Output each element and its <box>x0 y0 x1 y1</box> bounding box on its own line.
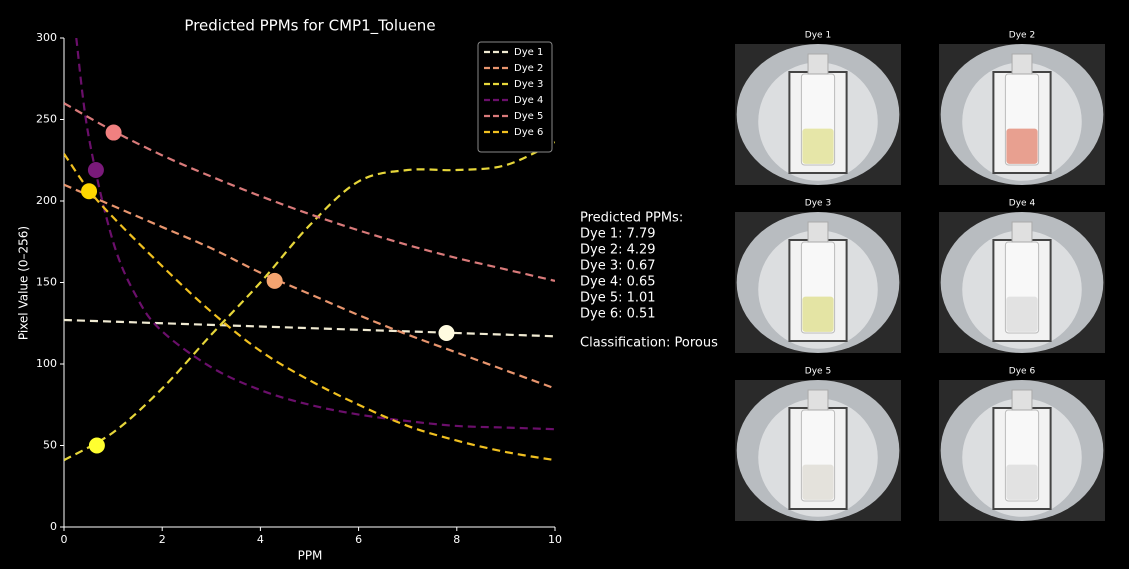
y-tick-label: 0 <box>50 520 57 533</box>
dye-curve <box>64 154 555 460</box>
panel-line: Dye 5: 1.01 <box>580 291 656 306</box>
image-title: Dye 5 <box>805 367 831 377</box>
image-title: Dye 4 <box>1009 199 1036 209</box>
cap <box>1012 54 1032 74</box>
vial-photo <box>939 212 1105 353</box>
panel-line: Dye 6: 0.51 <box>580 307 656 322</box>
image-title: Dye 6 <box>1009 367 1036 377</box>
panel-heading: Predicted PPMs: <box>580 211 683 226</box>
liquid <box>802 297 833 332</box>
chart-title: Predicted PPMs for CMP1_Toluene <box>184 17 435 36</box>
legend-label: Dye 3 <box>514 79 543 90</box>
legend-label: Dye 2 <box>514 63 543 74</box>
cap <box>808 222 828 242</box>
x-tick-label: 0 <box>61 533 68 546</box>
panel-line: Dye 2: 4.29 <box>580 243 656 258</box>
liquid <box>802 129 833 164</box>
y-tick-label: 250 <box>36 113 57 126</box>
image-title: Dye 2 <box>1009 31 1035 41</box>
predicted-marker <box>88 162 104 178</box>
image-title: Dye 3 <box>805 199 831 209</box>
legend-label: Dye 5 <box>514 111 543 122</box>
predicted-marker <box>89 438 105 454</box>
dye-curve <box>64 185 555 389</box>
dye-curve <box>64 142 555 460</box>
y-tick-label: 50 <box>43 439 57 452</box>
vial-photo <box>735 380 901 521</box>
cap <box>808 54 828 74</box>
x-tick-label: 10 <box>548 533 562 546</box>
page: Predicted PPMs for CMP1_Toluene PPM Pixe… <box>0 0 1129 569</box>
x-tick-label: 6 <box>355 533 362 546</box>
liquid <box>1006 297 1037 332</box>
predicted-marker <box>267 273 283 289</box>
vial-photo <box>735 212 901 353</box>
classification: Classification: Porous <box>580 336 718 351</box>
predicted-marker <box>438 325 454 341</box>
cap <box>1012 390 1032 410</box>
predicted-marker <box>106 125 122 141</box>
cap <box>1012 222 1032 242</box>
y-tick-label: 100 <box>36 357 57 370</box>
dye-curve <box>64 320 555 336</box>
x-tick-label: 2 <box>159 533 166 546</box>
legend-label: Dye 1 <box>514 47 543 58</box>
liquid <box>1006 129 1037 164</box>
y-tick-label: 200 <box>36 194 57 207</box>
vial-photo <box>939 380 1105 521</box>
screen: Predicted PPMs for CMP1_Toluene PPM Pixe… <box>0 0 1129 569</box>
x-axis-label: PPM <box>298 549 323 563</box>
liquid <box>1006 465 1037 500</box>
y-axis-label: Pixel Value (0–256) <box>17 226 31 340</box>
liquid <box>802 465 833 500</box>
cap <box>808 390 828 410</box>
panel-line: Dye 4: 0.65 <box>580 275 656 290</box>
legend-label: Dye 6 <box>514 127 543 138</box>
y-tick-label: 300 <box>36 31 57 44</box>
predicted-marker <box>81 183 97 199</box>
x-tick-label: 8 <box>453 533 460 546</box>
image-title: Dye 1 <box>805 31 831 41</box>
vial-photo <box>735 44 901 185</box>
panel-line: Dye 1: 7.79 <box>580 227 656 242</box>
y-tick-label: 150 <box>36 276 57 289</box>
panel-line: Dye 3: 0.67 <box>580 259 656 274</box>
legend-label: Dye 4 <box>514 95 543 106</box>
vial-photo <box>939 44 1105 185</box>
x-tick-label: 4 <box>257 533 264 546</box>
